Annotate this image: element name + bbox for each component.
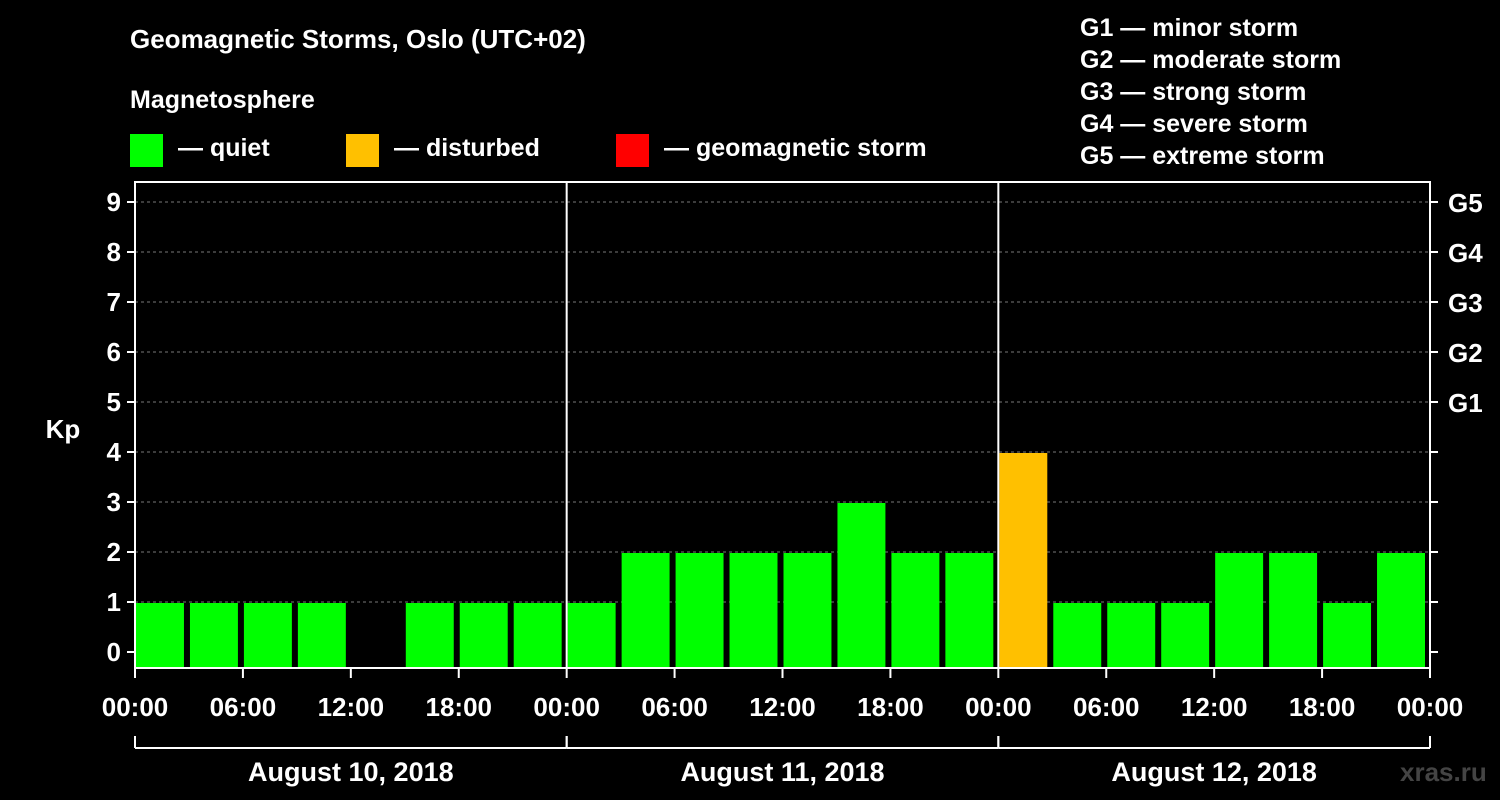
x-tick-label-5: 06:00: [641, 692, 708, 722]
y-tick-label-9: 9: [107, 187, 121, 217]
bar-2: [243, 603, 292, 668]
y-tick-label-4: 4: [107, 437, 122, 467]
legend-label-quiet: — quiet: [178, 134, 270, 162]
bar-19: [1161, 603, 1210, 668]
bar-14: [891, 553, 940, 668]
x-tick-label-9: 06:00: [1073, 692, 1140, 722]
x-tick-label-8: 00:00: [965, 692, 1032, 722]
x-tick-label-4: 00:00: [533, 692, 600, 722]
day-label-1: August 11, 2018: [680, 757, 884, 787]
legend-label-disturbed: — disturbed: [394, 134, 540, 162]
chart-title: Geomagnetic Storms, Oslo (UTC+02): [130, 24, 586, 54]
day-label-2: August 12, 2018: [1111, 757, 1317, 787]
right-axis-label-g4: G4: [1448, 238, 1483, 268]
x-tick-label-10: 12:00: [1181, 692, 1248, 722]
bar-15: [945, 553, 994, 668]
right-axis-label-g3: G3: [1448, 288, 1483, 318]
y-axis-label: Kp: [46, 414, 81, 444]
x-tick-label-12: 00:00: [1397, 692, 1464, 722]
bar-17: [1053, 603, 1102, 668]
y-tick-label-6: 6: [107, 337, 121, 367]
x-tick-label-3: 18:00: [426, 692, 493, 722]
bar-3: [297, 603, 346, 668]
legend-swatch-storm: [616, 134, 649, 167]
watermark: xras.ru: [1400, 757, 1487, 787]
y-tick-label-0: 0: [107, 637, 121, 667]
storm-legend-g4: G4 — severe storm: [1080, 110, 1308, 138]
storm-legend-g2: G2 — moderate storm: [1080, 46, 1342, 74]
y-tick-label-1: 1: [107, 587, 121, 617]
bar-23: [1377, 553, 1425, 668]
y-tick-label-2: 2: [107, 537, 121, 567]
right-axis-label-g1: G1: [1448, 388, 1483, 418]
bar-0: [136, 603, 184, 668]
bar-13: [837, 503, 886, 668]
bar-8: [567, 603, 616, 668]
x-tick-label-0: 00:00: [102, 692, 169, 722]
storm-legend-g1: G1 — minor storm: [1080, 14, 1299, 42]
x-tick-label-1: 06:00: [210, 692, 277, 722]
y-tick-label-5: 5: [107, 387, 121, 417]
y-tick-label-7: 7: [107, 287, 121, 317]
right-axis-label-g2: G2: [1448, 338, 1483, 368]
bar-11: [729, 553, 778, 668]
x-tick-label-11: 18:00: [1289, 692, 1356, 722]
bar-18: [1107, 603, 1156, 668]
storm-legend-g5: G5 — extreme storm: [1080, 142, 1325, 170]
y-tick-label-8: 8: [107, 237, 121, 267]
bar-22: [1323, 603, 1372, 668]
x-tick-label-6: 12:00: [749, 692, 816, 722]
bar-12: [783, 553, 832, 668]
y-tick-label-3: 3: [107, 487, 121, 517]
bar-16: [999, 453, 1048, 668]
right-axis-label-g5: G5: [1448, 188, 1483, 218]
bar-5: [405, 603, 454, 668]
bar-21: [1269, 553, 1318, 668]
storm-legend-g3: G3 — strong storm: [1080, 78, 1307, 106]
x-tick-label-2: 12:00: [318, 692, 385, 722]
bar-9: [621, 553, 670, 668]
bar-7: [513, 603, 562, 668]
day-label-0: August 10, 2018: [248, 757, 454, 787]
legend-label-storm: — geomagnetic storm: [664, 134, 927, 162]
magnetosphere-label: Magnetosphere: [130, 86, 315, 114]
bar-6: [459, 603, 508, 668]
legend-swatch-disturbed: [346, 134, 379, 167]
bar-1: [189, 603, 238, 668]
x-tick-label-7: 18:00: [857, 692, 924, 722]
bar-20: [1215, 553, 1264, 668]
legend-swatch-quiet: [130, 134, 163, 167]
bar-10: [675, 553, 724, 668]
